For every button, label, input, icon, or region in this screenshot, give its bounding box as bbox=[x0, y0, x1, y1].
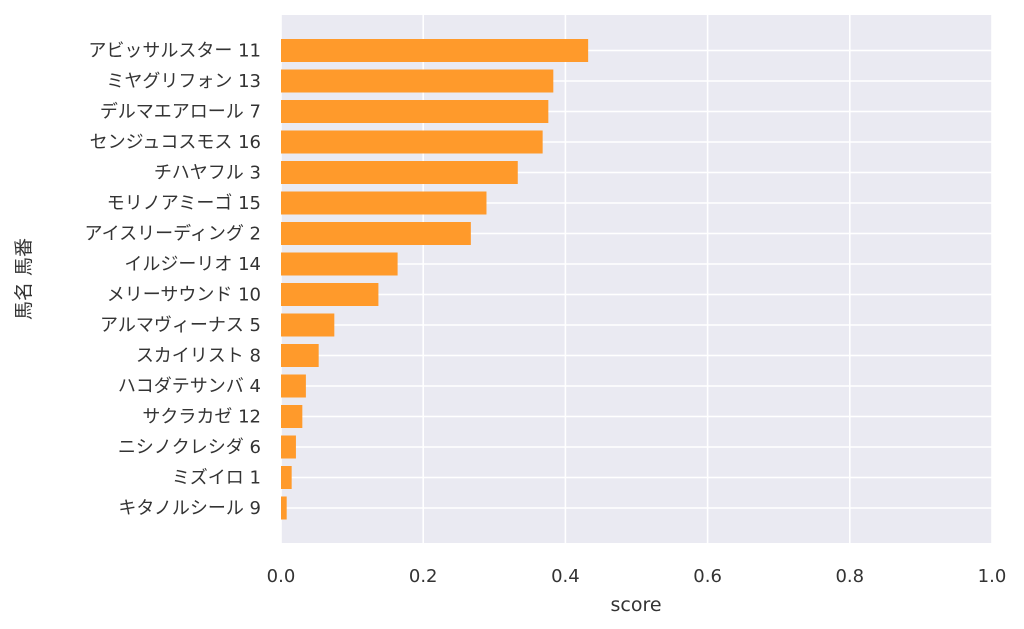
bar bbox=[281, 466, 292, 489]
bar bbox=[281, 191, 487, 215]
bar bbox=[281, 435, 296, 459]
y-tick-label: モリノアミーゴ 15 bbox=[107, 193, 261, 214]
y-tick-label: アイスリーディング 2 bbox=[85, 224, 261, 245]
y-tick-label: メリーサウンド 10 bbox=[107, 285, 261, 306]
x-tick-label: 0.0 bbox=[267, 566, 296, 587]
bar bbox=[281, 405, 303, 428]
y-tick-label: スカイリスト 8 bbox=[136, 346, 261, 367]
x-tick-label: 0.6 bbox=[693, 566, 722, 587]
x-tick-label: 0.4 bbox=[551, 566, 580, 587]
bar bbox=[281, 344, 319, 367]
x-tick-label: 1.0 bbox=[978, 566, 1007, 587]
bar bbox=[281, 283, 379, 306]
y-tick-label: センジュコスモス 16 bbox=[90, 132, 261, 153]
y-tick-label: デルマエアロール 7 bbox=[100, 102, 261, 123]
bar bbox=[281, 252, 398, 276]
x-tick-label: 0.8 bbox=[835, 566, 864, 587]
y-axis-title: 馬名 馬番 bbox=[13, 238, 35, 320]
y-tick-label: キタノルシール 9 bbox=[118, 498, 261, 519]
y-tick-label: イルジーリオ 14 bbox=[124, 254, 261, 275]
bars bbox=[281, 39, 589, 520]
y-tick-label: ミズイロ 1 bbox=[172, 468, 261, 489]
bar bbox=[281, 130, 543, 154]
bar bbox=[281, 313, 335, 337]
bar bbox=[281, 374, 306, 398]
y-tick-label: アビッサルスター 11 bbox=[88, 41, 261, 62]
y-tick-labels: アビッサルスター 11 ミヤグリフォン 13 デルマエアロール 7 センジュコスモス … bbox=[85, 41, 261, 520]
y-tick-label: チハヤフル 3 bbox=[154, 163, 261, 184]
y-tick-label: ハコダテサンバ 4 bbox=[118, 376, 261, 397]
bar bbox=[281, 161, 518, 184]
bar bbox=[281, 496, 287, 520]
bar bbox=[281, 222, 471, 245]
x-tick-labels: 0.0 0.2 0.4 0.6 0.8 1.0 bbox=[267, 566, 1007, 587]
bar bbox=[281, 69, 554, 93]
y-tick-label: アルマヴィーナス 5 bbox=[100, 315, 261, 336]
plot-background bbox=[281, 15, 992, 543]
y-tick-label: ニシノクレシダ 6 bbox=[118, 437, 261, 458]
x-axis-title: score bbox=[610, 594, 661, 616]
bar bbox=[281, 39, 589, 62]
x-tick-label: 0.2 bbox=[409, 566, 438, 587]
y-tick-label: ミヤグリフォン 13 bbox=[106, 71, 261, 92]
bar bbox=[281, 100, 549, 123]
y-tick-label: サクラカゼ 12 bbox=[142, 407, 261, 428]
